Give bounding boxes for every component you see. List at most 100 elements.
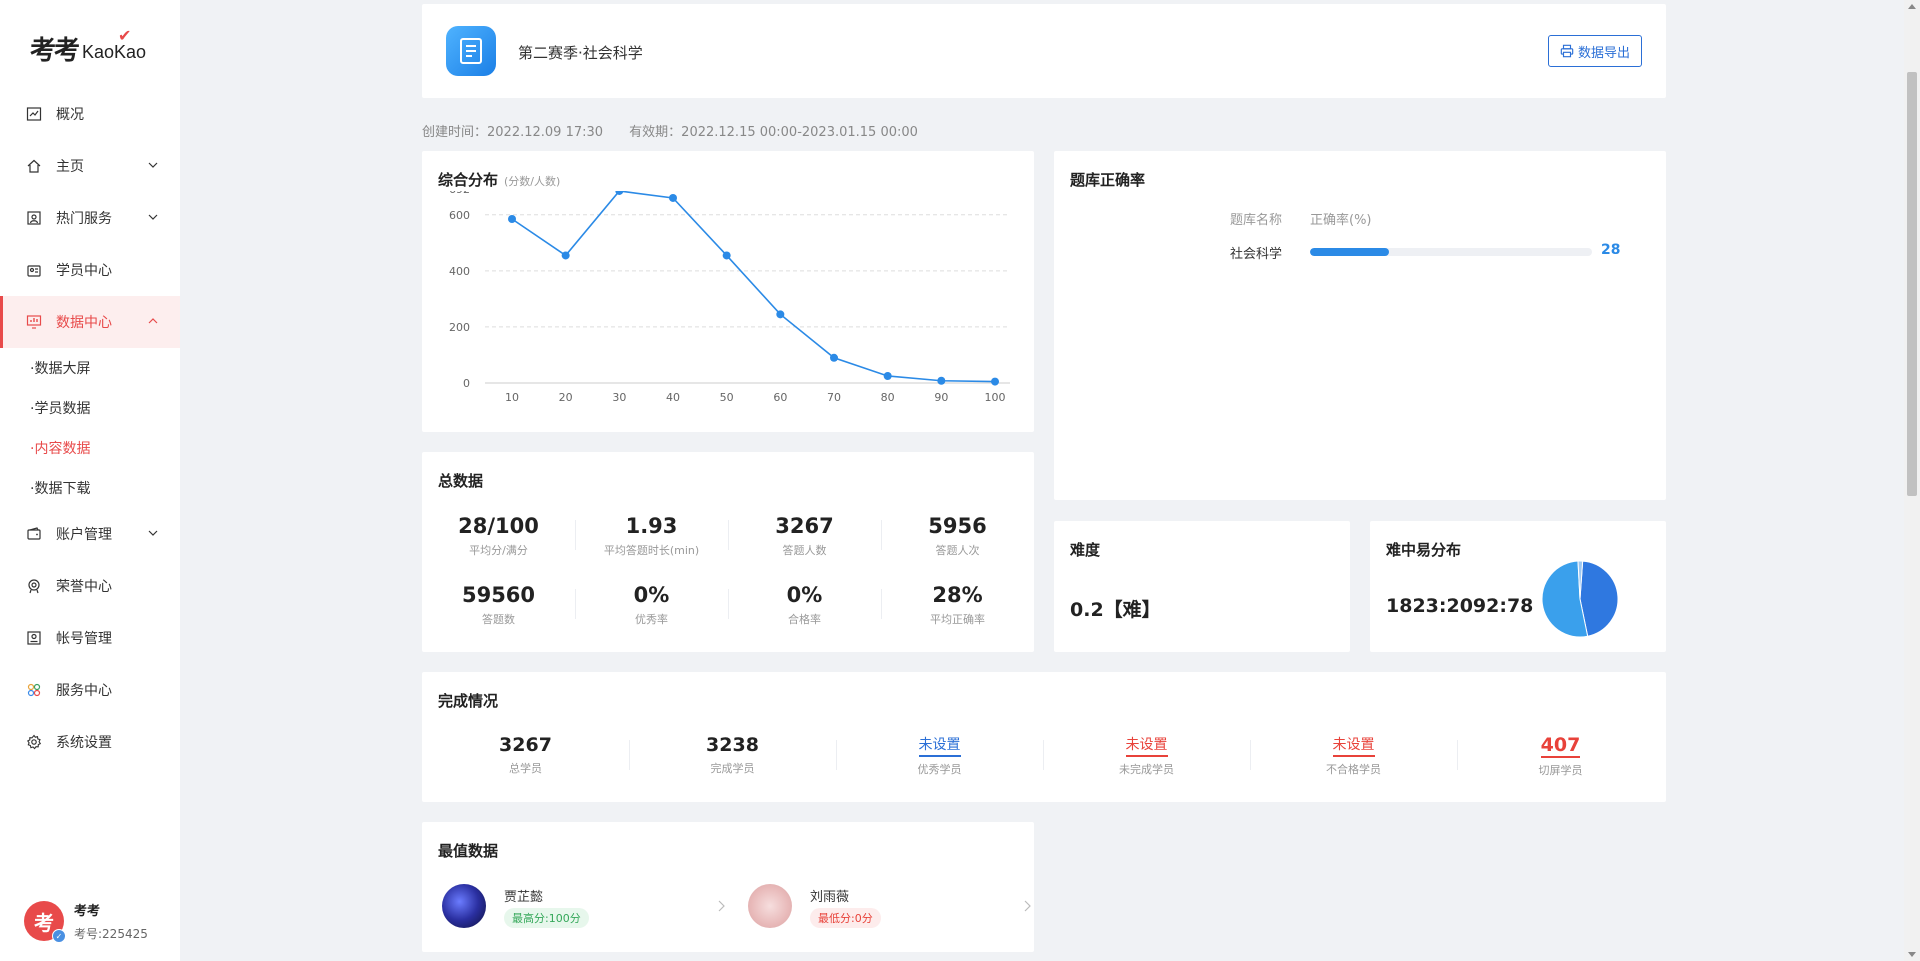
verified-icon: ✓ [52,929,66,943]
home-icon [26,158,42,174]
sidebar: 考考 KaoKao ✔ 概况 主页 热门服务学员中心数据中心 ·数据大屏 ·学员数据 ·内… [0,0,180,961]
account-icon [26,630,42,646]
sidebar-item-service[interactable]: 服务中心 [0,664,180,716]
total-stat-value: 28% [932,583,983,607]
best-data-title: 最值数据 [438,842,499,860]
page-scrollbar[interactable] [1904,0,1920,961]
avatar [748,884,792,928]
completion-stat-value[interactable]: 未设置 [1125,734,1168,757]
total-stat-label: 平均答题时长(min) [603,544,700,557]
created-time: 创建时间：2022.12.09 17:30 [422,125,604,140]
total-stat: 0% 优秀率 [575,583,728,627]
user-profile[interactable]: 考 ✓ 考考 考号:225425 [24,900,148,943]
total-stat-label: 答题人次 [935,544,980,557]
pie-slice [1577,560,1584,600]
completion-stat[interactable]: 未设置 优秀学员 [836,734,1043,777]
x-tick-label: 30 [612,391,626,404]
difficulty-distribution-title: 难中易分布 [1386,541,1462,559]
sidebar-item-label: 账户管理 [56,527,112,543]
sidebar-item-honor[interactable]: 荣誉中心 [0,560,180,612]
valid-period: 有效期：2022.12.15 00:00-2023.01.15 00:00 [629,125,918,140]
sidebar-item-accounts[interactable]: 帐号管理 [0,612,180,664]
sidebar-item-label: 学员中心 [56,263,112,279]
accuracy-col-name: 题库名称 [1230,213,1283,228]
export-label: 数据导出 [1577,45,1630,61]
sidebar-item-home[interactable]: 主页 [0,140,180,192]
completion-stat-label: 总学员 [509,762,542,775]
best-item-tag: 最低分:0分 [810,908,881,928]
user-id: 考号:225425 [74,927,148,941]
scroll-up-icon[interactable] [1908,4,1916,9]
brand-logo[interactable]: 考考 KaoKao ✔ [30,26,147,67]
sidebar-item-students[interactable]: 学员中心 [0,244,180,296]
sidebar-subitem[interactable]: ·内容数据 [30,441,91,457]
wallet-icon [26,526,42,542]
accuracy-col-rate: 正确率(%) [1310,213,1372,228]
completion-stat-label: 不合格学员 [1326,763,1381,776]
y-tick-label: 200 [449,321,470,334]
y-tick-label: 600 [449,209,470,222]
pie-slice [1541,560,1589,638]
sidebar-subitem[interactable]: ·数据大屏 [30,361,91,377]
stat-divider [728,520,729,550]
scroll-down-icon[interactable] [1908,952,1916,957]
data-point [722,251,731,260]
difficulty-title: 难度 [1070,541,1101,559]
chart-line-icon [26,106,42,122]
gear-icon [26,734,42,750]
sidebar-item-account[interactable]: 账户管理 [0,508,180,560]
data-point [991,377,999,386]
students-icon [26,262,42,278]
best-item-high[interactable]: 贾芷懿 最高分:100分 [442,884,732,930]
completion-stat-value: 3267 [499,734,552,756]
stat-divider [575,520,576,550]
sidebar-item-hot[interactable]: 热门服务 [0,192,180,244]
difficulty-distribution-card: 难中易分布 1823:2092:78 [1370,521,1666,652]
total-stat: 28% 平均正确率 [881,583,1034,627]
check-icon: ✔ [118,26,132,45]
completion-stat-label: 优秀学员 [917,763,962,776]
sidebar-item-label: 服务中心 [56,683,112,699]
sidebar-item-overview[interactable]: 概况 [0,88,180,140]
completion-stat-label: 未完成学员 [1119,763,1174,776]
difficulty-card: 难度 0.2【难】 [1054,521,1350,652]
brand-word: KaoKao [82,42,147,62]
accuracy-row-name: 社会科学 [1230,247,1283,262]
total-stat: 1.93 平均答题时长(min) [575,514,728,558]
export-data-button[interactable]: 数据导出 [1548,35,1642,67]
data-point [937,376,946,385]
chevron-down-icon [148,214,158,220]
chevron-up-icon [148,318,158,324]
completion-stat[interactable]: 407 切屏学员 [1457,734,1664,778]
completion-stat-value[interactable]: 未设置 [1332,734,1375,757]
completion-stat[interactable]: 未设置 不合格学员 [1250,734,1457,777]
accuracy-bar-track [1310,248,1592,256]
completion-stat[interactable]: 未设置 未完成学员 [1043,734,1250,777]
completion-stat-value: 3238 [706,734,759,756]
total-stat-value: 1.93 [625,514,678,538]
data-center-icon [26,314,42,330]
total-stat-label: 答题人数 [782,544,827,557]
sidebar-subitem[interactable]: ·学员数据 [30,401,91,417]
completion-title: 完成情况 [438,692,499,710]
sidebar-subitem[interactable]: ·数据下载 [30,481,91,497]
sidebar-item-data[interactable]: 数据中心 [0,296,180,348]
series-line [511,191,996,383]
chevron-right-icon [718,900,725,912]
completion-stat-value[interactable]: 未设置 [918,734,961,757]
x-tick-label: 40 [666,391,680,404]
distribution-line-chart: 0 200 400 600 692 10 20 30 40 50 60 70 80 90 100 [449,191,1010,404]
total-stat: 0% 合格率 [728,583,881,627]
avatar-text: 考 [34,910,54,935]
totals-title: 总数据 [438,472,484,490]
x-tick-label: 70 [827,391,841,404]
scrollbar-thumb[interactable] [1907,72,1917,496]
sidebar-item-settings[interactable]: 系统设置 [0,716,180,768]
avatar: 考 ✓ [24,901,66,943]
y-tick-label: 400 [449,265,470,278]
best-item-low[interactable]: 刘雨薇 最低分:0分 [748,884,1038,930]
completion-stat-value[interactable]: 407 [1540,734,1581,758]
chevron-right-icon [1024,900,1031,912]
x-tick-label: 100 [985,391,1006,404]
accuracy-card: 题库正确率 题库名称 正确率(%) 社会科学 28 [1054,151,1666,500]
